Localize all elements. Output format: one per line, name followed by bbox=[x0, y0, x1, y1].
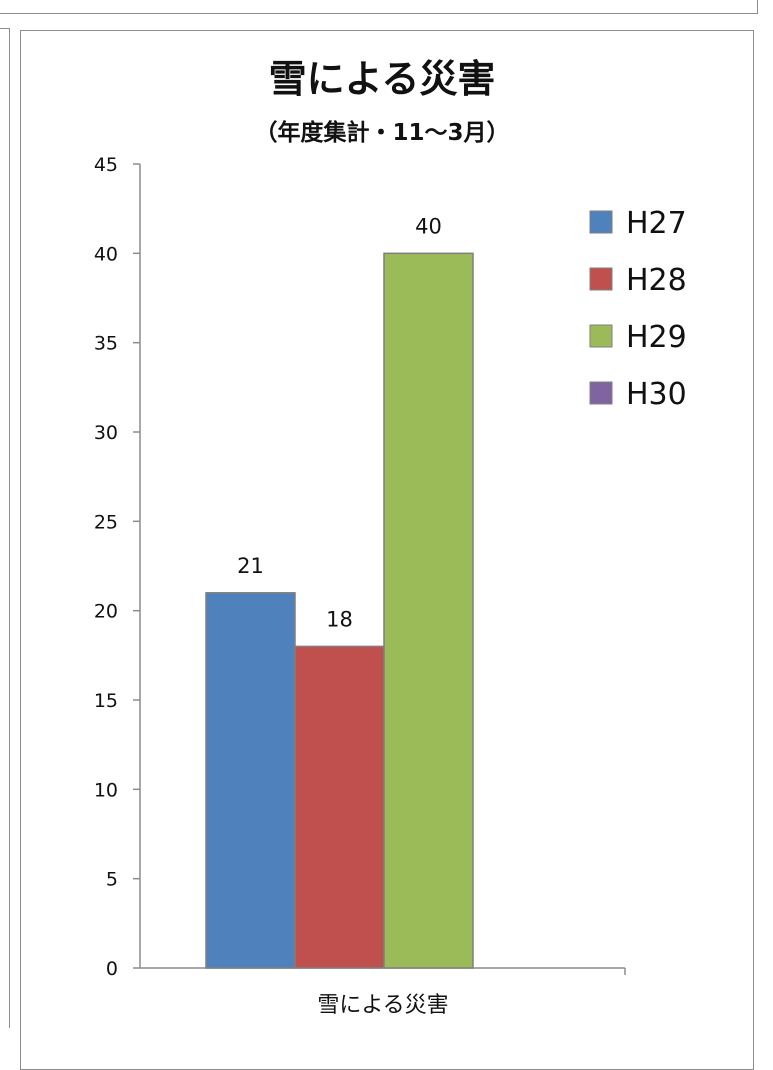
bar-h29 bbox=[383, 252, 474, 969]
y-tick-label: 5 bbox=[106, 869, 118, 891]
y-tick-label: 30 bbox=[94, 422, 118, 444]
top-panel-border bbox=[0, 0, 758, 14]
y-tick-label: 10 bbox=[94, 779, 118, 801]
chart-title: 雪による災害 bbox=[269, 57, 496, 101]
legend-swatch-h30 bbox=[589, 381, 613, 405]
y-tick-label: 0 bbox=[106, 958, 118, 980]
bars bbox=[205, 252, 474, 969]
y-tick-label: 40 bbox=[94, 243, 118, 265]
data-label-h28: 18 bbox=[326, 607, 353, 631]
y-tick-label: 35 bbox=[94, 333, 118, 355]
y-axis: 0 5 10 15 20 25 30 35 40 45 雪による災害 bbox=[94, 154, 626, 1018]
legend: H27 H28 H29 H30 bbox=[589, 206, 687, 412]
y-tick-label: 20 bbox=[94, 601, 118, 623]
bar-h28 bbox=[294, 645, 385, 969]
left-panel-border bbox=[0, 28, 10, 1028]
data-label-h29: 40 bbox=[415, 214, 442, 238]
legend-label-h27: H27 bbox=[626, 206, 687, 241]
y-tick-label: 45 bbox=[94, 154, 118, 176]
legend-label-h28: H28 bbox=[626, 263, 687, 298]
data-labels: 21 18 40 bbox=[237, 214, 442, 631]
legend-label-h30: H30 bbox=[626, 377, 687, 412]
y-tick-label: 25 bbox=[94, 511, 118, 533]
x-category-label: 雪による災害 bbox=[317, 993, 448, 1018]
legend-swatch-h29 bbox=[589, 324, 613, 348]
data-label-h27: 21 bbox=[237, 554, 264, 578]
legend-swatch-h27 bbox=[589, 210, 613, 234]
bar-h27 bbox=[205, 592, 296, 969]
chart-subtitle: （年度集計・11～3月） bbox=[254, 119, 509, 146]
legend-label-h29: H29 bbox=[626, 320, 687, 355]
legend-swatch-h28 bbox=[589, 267, 613, 291]
y-tick-label: 15 bbox=[94, 690, 118, 712]
